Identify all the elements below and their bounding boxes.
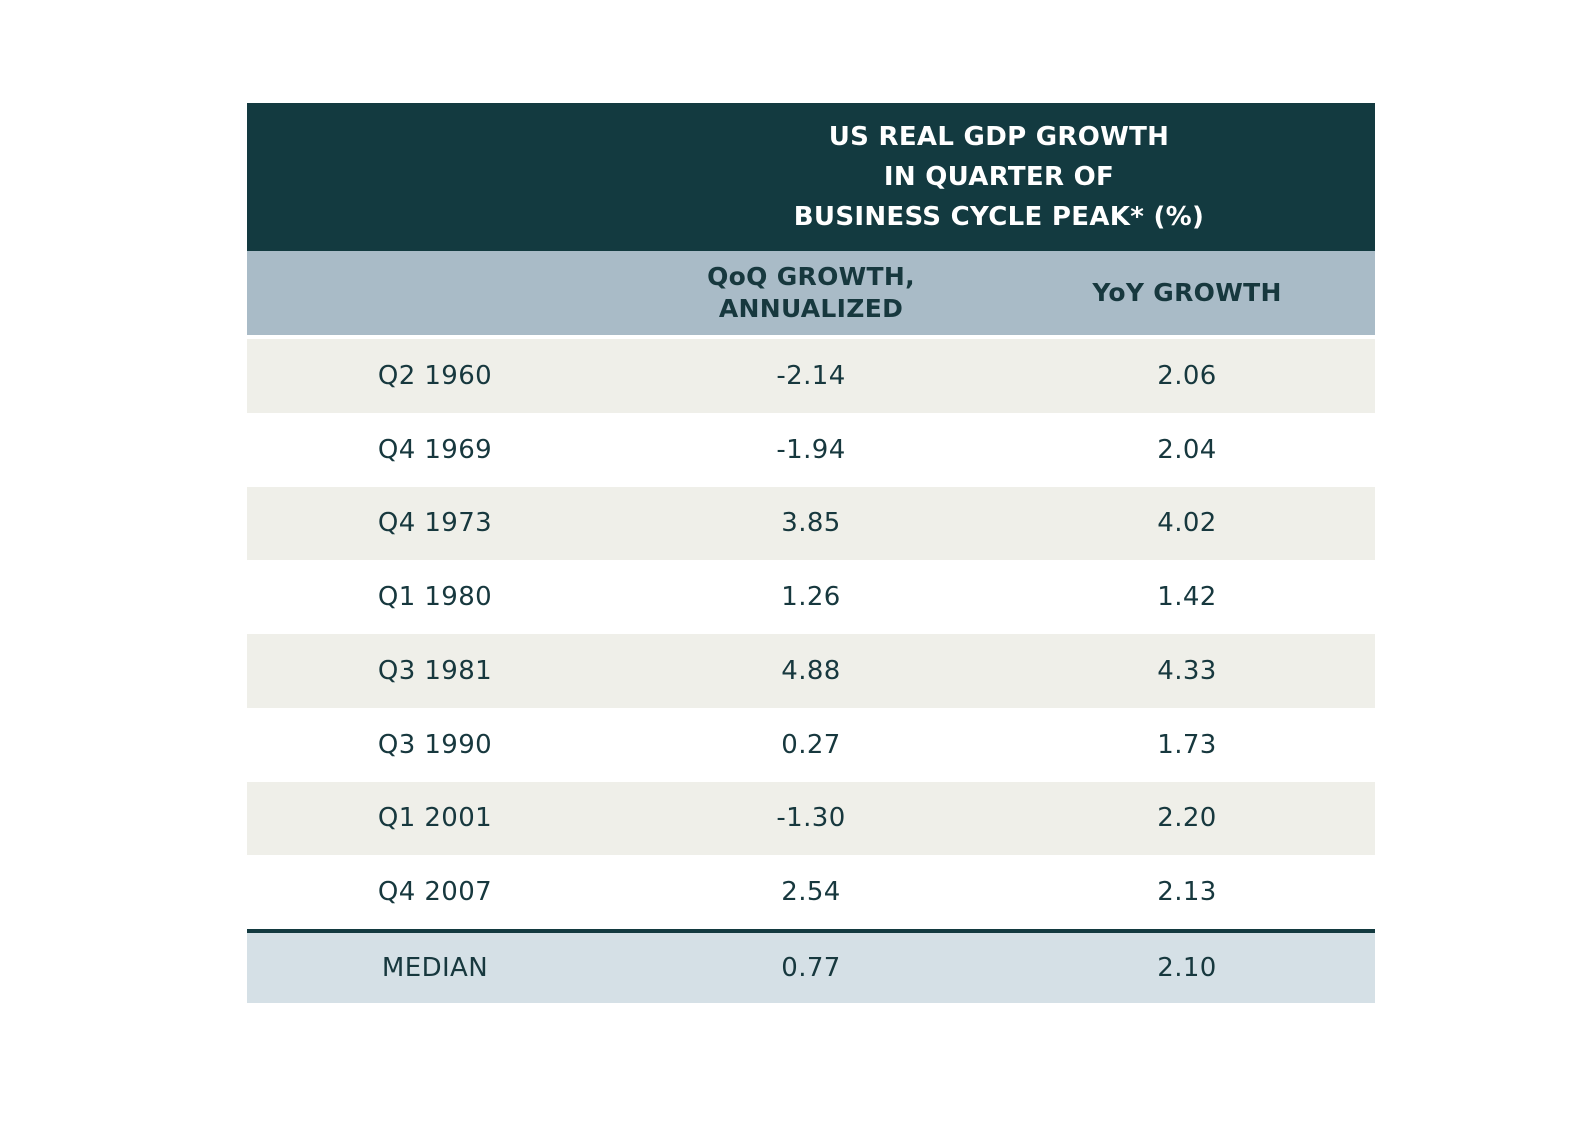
table-title-header: US REAL GDP GROWTH IN QUARTER OF BUSINES… <box>247 103 1375 251</box>
yoy-cell: 2.06 <box>1157 360 1217 391</box>
qoq-cell: -1.94 <box>776 434 846 465</box>
qoq-cell: 4.88 <box>781 655 841 686</box>
period-cell: Q4 2007 <box>377 877 493 908</box>
yoy-cell: 1.73 <box>1157 729 1217 760</box>
table-title-line-2: IN QUARTER OF <box>883 162 1115 192</box>
table-row: Q2 1960 -2.14 2.06 <box>247 339 1375 413</box>
period-cell: Q1 1980 <box>377 582 493 613</box>
median-row: MEDIAN 0.77 2.10 <box>247 929 1375 1003</box>
table-row: Q1 1980 1.26 1.42 <box>247 560 1375 634</box>
table-row: Q1 2001 -1.30 2.20 <box>247 781 1375 856</box>
table-row: Q4 2007 2.54 2.13 <box>247 855 1375 929</box>
table-row: Q3 1981 4.88 4.33 <box>247 634 1375 708</box>
qoq-cell: 1.26 <box>781 582 841 613</box>
qoq-cell: -1.30 <box>776 803 846 834</box>
qoq-cell: 0.27 <box>781 729 841 760</box>
median-yoy-cell: 2.10 <box>1157 953 1217 983</box>
table-row: Q4 1973 3.85 4.02 <box>247 486 1375 561</box>
period-cell: Q2 1960 <box>377 360 493 391</box>
gdp-growth-table: US REAL GDP GROWTH IN QUARTER OF BUSINES… <box>247 103 1375 1003</box>
table-title-line-1: US REAL GDP GROWTH <box>828 122 1170 152</box>
qoq-cell: 2.54 <box>781 877 841 908</box>
column-header-qoq-growth: QoQ GROWTH, ANNUALIZED <box>707 262 915 323</box>
table-row: Q4 1969 -1.94 2.04 <box>247 412 1375 487</box>
period-cell: Q4 1973 <box>377 508 493 539</box>
table-row: Q3 1990 0.27 1.73 <box>247 707 1375 782</box>
yoy-cell: 1.42 <box>1157 582 1217 613</box>
median-qoq-cell: 0.77 <box>781 953 841 983</box>
yoy-cell: 4.33 <box>1157 655 1217 686</box>
median-label: MEDIAN <box>381 953 489 983</box>
table-column-header-row: QoQ GROWTH, ANNUALIZED YoY GROWTH <box>247 251 1375 339</box>
period-cell: Q4 1969 <box>377 434 493 465</box>
yoy-cell: 2.13 <box>1157 877 1217 908</box>
period-cell: Q3 1981 <box>377 655 493 686</box>
period-cell: Q3 1990 <box>377 729 493 760</box>
yoy-cell: 4.02 <box>1157 508 1217 539</box>
period-cell: Q1 2001 <box>377 803 493 834</box>
yoy-cell: 2.20 <box>1157 803 1217 834</box>
table-title: US REAL GDP GROWTH IN QUARTER OF BUSINES… <box>623 103 1375 251</box>
column-header-yoy-growth: YoY GROWTH <box>1092 278 1282 307</box>
qoq-cell: 3.85 <box>781 508 841 539</box>
table-title-line-3: BUSINESS CYCLE PEAK* (%) <box>793 202 1205 232</box>
yoy-cell: 2.04 <box>1157 434 1217 465</box>
qoq-cell: -2.14 <box>776 360 846 391</box>
